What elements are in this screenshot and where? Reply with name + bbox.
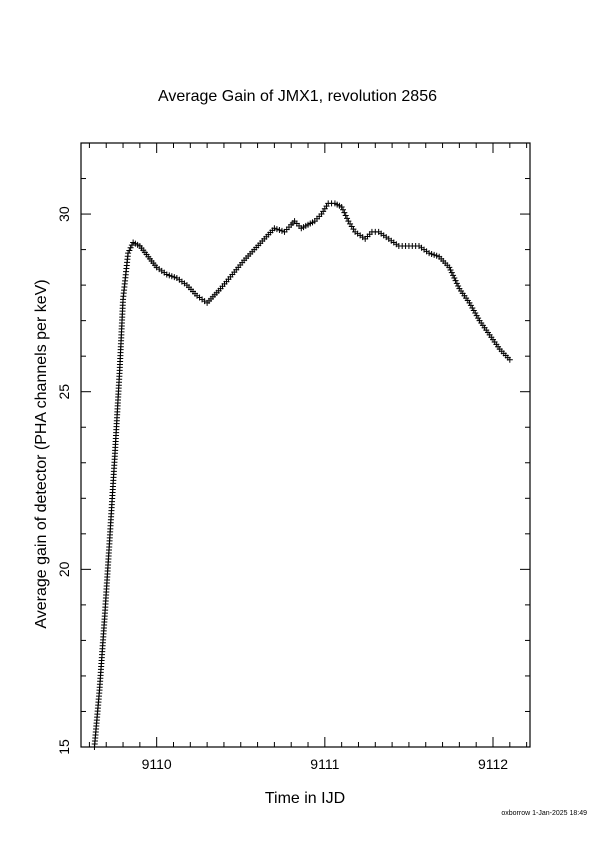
- data-point: [467, 302, 474, 309]
- data-point: [163, 271, 170, 278]
- data-point: [450, 272, 457, 279]
- data-point: [166, 272, 173, 279]
- data-point: [127, 244, 134, 251]
- data-point: [340, 206, 347, 213]
- data-point: [506, 356, 513, 363]
- data-point: [472, 310, 479, 317]
- data-point: [271, 225, 278, 232]
- x-axis-label: Time in IJD: [264, 790, 346, 807]
- data-point: [276, 227, 283, 234]
- data-point: [426, 250, 433, 257]
- data-point: [338, 203, 345, 210]
- data-point: [168, 273, 175, 280]
- data-point: [273, 226, 280, 233]
- data-point: [431, 251, 438, 258]
- data-point: [278, 227, 285, 234]
- data-point: [128, 242, 135, 249]
- x-tick-label: 9111: [310, 756, 339, 772]
- data-point: [344, 215, 351, 222]
- footer-stamp: oxborrow 1-Jan-2025 18:49: [501, 810, 587, 817]
- data-point: [447, 267, 454, 274]
- data-point: [470, 307, 477, 314]
- data-point: [171, 274, 178, 281]
- y-tick-label: 15: [56, 739, 72, 755]
- data-point: [453, 280, 460, 287]
- data-point: [341, 209, 348, 216]
- y-tick-label: 25: [56, 384, 72, 400]
- data-point: [126, 247, 133, 254]
- data-point: [473, 312, 480, 319]
- x-tick-label: 9110: [142, 756, 172, 772]
- chart-title: Average Gain of JMX1, revolution 2856: [158, 88, 437, 105]
- data-point: [475, 315, 482, 322]
- data-point: [469, 304, 476, 311]
- data-point: [446, 264, 453, 271]
- data-point: [452, 277, 459, 284]
- data-point: [455, 283, 462, 290]
- y-axis-label: Average gain of detector (PHA channels p…: [33, 279, 50, 629]
- x-tick-label: 9112: [478, 756, 508, 772]
- plot-frame: [80, 142, 531, 748]
- data-point: [125, 250, 132, 257]
- data-point: [466, 299, 473, 306]
- y-tick-label: 30: [56, 206, 72, 222]
- data-point: [448, 269, 455, 276]
- data-point: [428, 251, 435, 258]
- data-point: [433, 252, 440, 259]
- y-tick-label: 20: [56, 561, 72, 577]
- data-point: [342, 212, 349, 219]
- data-point: [451, 275, 458, 282]
